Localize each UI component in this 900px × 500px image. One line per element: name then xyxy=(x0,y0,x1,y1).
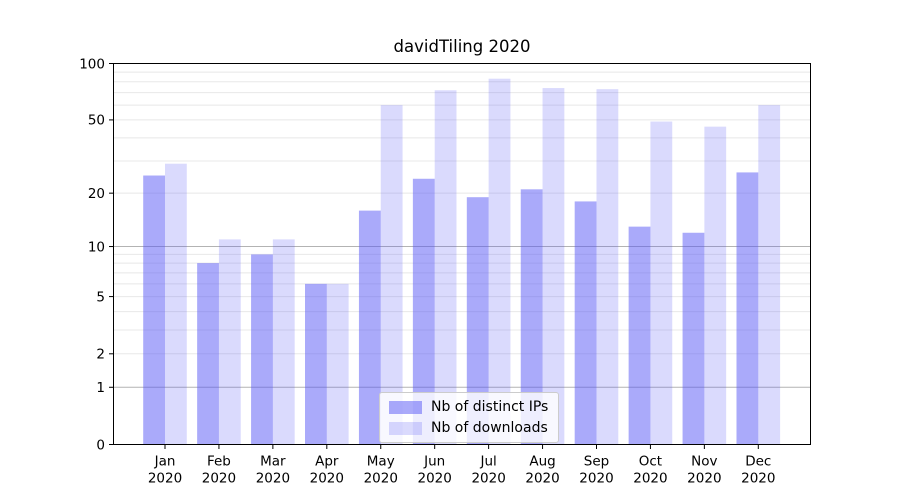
x-tick-label-year: 2020 xyxy=(579,471,613,487)
x-tick-label-year: 2020 xyxy=(364,471,398,487)
x-tick-label-month: Dec xyxy=(745,454,771,470)
x-tick-label-month: Sep xyxy=(584,454,609,470)
bar-feb-distinct-ips xyxy=(197,263,219,445)
bar-oct-downloads xyxy=(650,121,673,445)
bar-sep-distinct-ips xyxy=(574,201,597,445)
bar-mar-downloads xyxy=(272,239,295,445)
y-tick-label: 5 xyxy=(96,289,105,305)
x-tick-label-year: 2020 xyxy=(741,471,775,487)
x-tick-label-month: Jun xyxy=(423,454,445,470)
legend-label-downloads: Nb of downloads xyxy=(431,420,548,436)
bar-dec-distinct-ips xyxy=(736,172,759,445)
y-tick-label: 0 xyxy=(96,437,105,453)
x-tick-label-month: Oct xyxy=(639,454,662,470)
x-tick-label-month: Mar xyxy=(260,454,286,470)
legend-label-distinct-ips: Nb of distinct IPs xyxy=(431,399,549,415)
y-tick-label: 10 xyxy=(88,239,105,255)
x-tick-label-year: 2020 xyxy=(471,471,505,487)
bar-nov-downloads xyxy=(704,126,727,445)
bar-jul-distinct-ips xyxy=(466,197,489,445)
y-tick-label: 100 xyxy=(79,56,105,72)
x-tick-label-year: 2020 xyxy=(148,471,182,487)
bar-jul-downloads xyxy=(488,78,511,445)
x-tick-label-month: Jul xyxy=(479,454,496,470)
bar-apr-distinct-ips xyxy=(305,283,327,445)
bar-aug-distinct-ips xyxy=(520,189,543,445)
bar-nov-distinct-ips xyxy=(682,232,705,445)
x-tick-label-year: 2020 xyxy=(418,471,452,487)
x-tick-label-year: 2020 xyxy=(202,471,236,487)
legend-swatch-downloads xyxy=(389,421,422,435)
x-tick-label-year: 2020 xyxy=(256,471,290,487)
x-tick-label-year: 2020 xyxy=(525,471,559,487)
bar-jun-distinct-ips xyxy=(412,178,435,445)
x-tick-label-month: May xyxy=(367,454,395,470)
bar-feb-downloads xyxy=(218,239,241,445)
bar-oct-distinct-ips xyxy=(628,226,651,445)
x-tick-label-year: 2020 xyxy=(633,471,667,487)
plot-border xyxy=(113,63,811,445)
x-tick-label-year: 2020 xyxy=(310,471,344,487)
bar-jan-distinct-ips xyxy=(143,175,165,445)
y-tick-label: 50 xyxy=(88,113,105,129)
bar-may-distinct-ips xyxy=(358,210,381,445)
bar-aug-downloads xyxy=(542,88,565,445)
x-tick-label-year: 2020 xyxy=(687,471,721,487)
y-tick-label: 1 xyxy=(96,380,105,396)
x-tick-label-month: Apr xyxy=(315,454,339,470)
legend-item-downloads: Nb of downloads xyxy=(389,420,548,436)
chart-title: davidTiling 2020 xyxy=(393,37,531,56)
legend: Nb of distinct IPs Nb of downloads xyxy=(379,392,560,443)
bar-jan-downloads xyxy=(165,163,187,445)
y-tick-label: 20 xyxy=(88,186,105,202)
x-tick-label-month: Nov xyxy=(691,454,717,470)
legend-item-distinct-ips: Nb of distinct IPs xyxy=(389,399,548,415)
bar-may-downloads xyxy=(380,105,403,445)
legend-swatch-distinct-ips xyxy=(389,400,422,414)
bar-sep-downloads xyxy=(596,89,619,445)
x-tick-label-month: Feb xyxy=(207,454,231,470)
y-tick-label: 2 xyxy=(96,347,105,363)
bar-jun-downloads xyxy=(434,90,457,445)
x-tick-label-month: Jan xyxy=(154,454,176,470)
x-tick-label-month: Aug xyxy=(529,454,555,470)
bar-mar-distinct-ips xyxy=(251,254,273,445)
bar-dec-downloads xyxy=(758,105,781,445)
bar-apr-downloads xyxy=(326,283,349,445)
